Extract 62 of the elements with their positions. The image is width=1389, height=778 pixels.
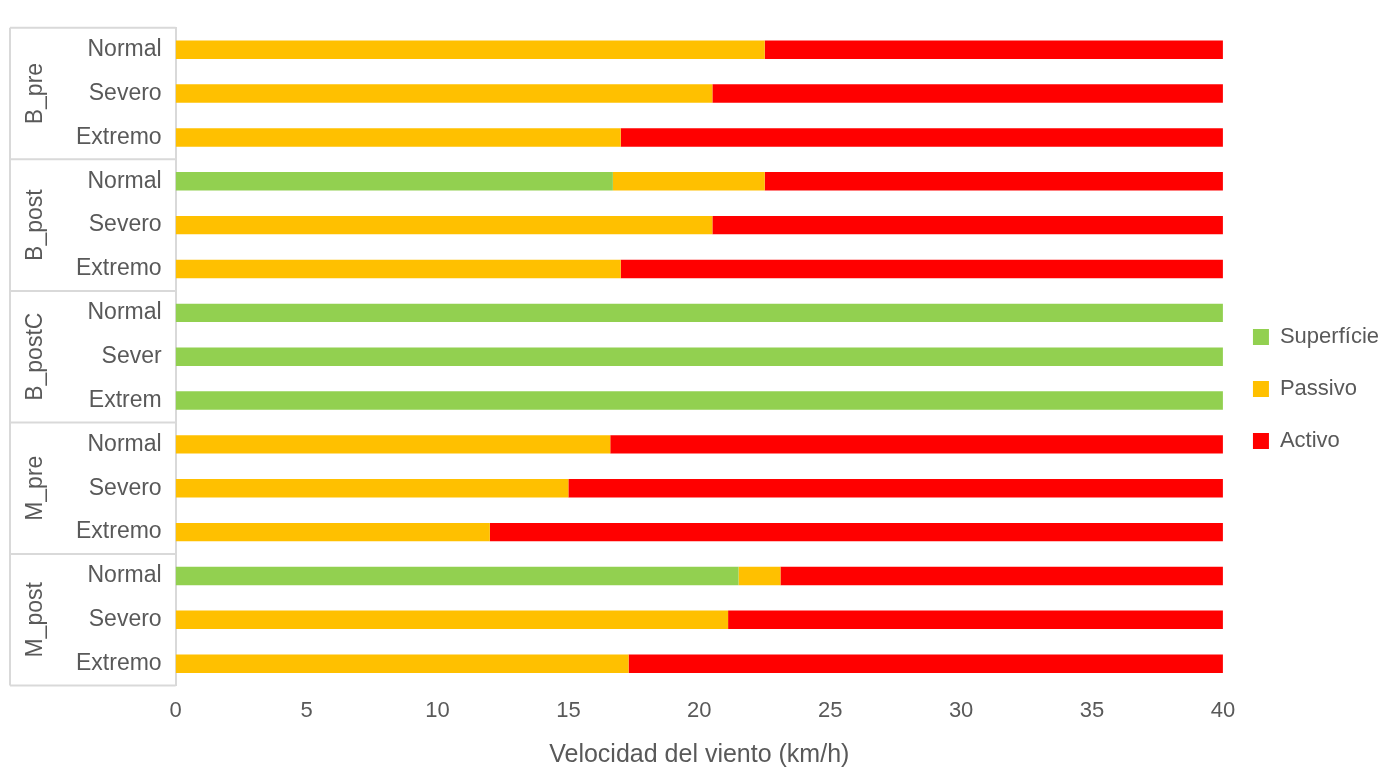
legend-label: Passivo [1279,375,1357,401]
bar [620,128,1223,147]
bar [738,566,781,586]
x-tick-label: 15 [556,696,581,722]
bar [620,259,1223,279]
bar [712,215,1223,235]
text: B_post [21,188,48,261]
y-tick-label: Sever [101,342,162,369]
bar [175,522,490,542]
bar [175,259,621,279]
bar [489,522,1223,542]
text: M_post [21,581,48,658]
y-tick-label: Severo [88,605,162,632]
bar [612,172,765,191]
bar [175,128,621,147]
bar [610,435,1223,454]
y-tick-label: Extrem [88,385,162,412]
x-axis-title: Velocidad del viento (km/h) [549,738,850,767]
y-tick-label: Extremo [75,254,162,281]
text: B_pre [21,62,48,125]
text: M_pre [21,455,48,521]
bar [764,172,1223,191]
bar [175,391,1223,410]
bar [175,303,1223,323]
y-tick-label: Normal [87,298,162,325]
bar [728,610,1223,630]
y-tick-label: Normal [87,166,162,193]
x-tick-label: 10 [425,696,450,722]
legend-label: Activo [1279,427,1340,453]
bar [175,84,713,103]
y-tick-label: Normal [87,35,162,62]
bar [175,654,629,673]
y-tick-label: Severo [88,473,162,500]
y-tick-label: Extremo [75,517,162,544]
x-tick-label: 20 [687,696,712,722]
x-tick-label: 40 [1210,696,1236,722]
bar [175,610,729,630]
x-tick-label: 35 [1079,696,1105,722]
bar [780,566,1223,586]
bar [175,172,613,191]
bar [764,40,1223,59]
y-tick-label: Severo [88,78,162,105]
y-tick-label: Extremo [75,649,162,676]
x-tick-label: 25 [817,696,843,722]
bar [175,566,739,586]
y-tick-label: Normal [87,429,162,456]
y-tick-label: Normal [87,561,162,588]
bar [628,654,1223,673]
x-tick-label: 30 [948,696,974,722]
x-tick-label: 5 [300,696,313,722]
bar [568,479,1223,498]
y-tick-label: Extremo [75,122,162,149]
bar [175,215,713,235]
legend-label: Superfície [1279,323,1380,349]
y-tick-label: Severo [88,210,162,237]
bar [175,347,1223,366]
bar [175,435,611,454]
bar [175,40,765,59]
bar [712,84,1223,103]
bar [175,479,569,498]
text: B_postC [21,312,48,401]
x-tick-label: 0 [169,696,182,722]
